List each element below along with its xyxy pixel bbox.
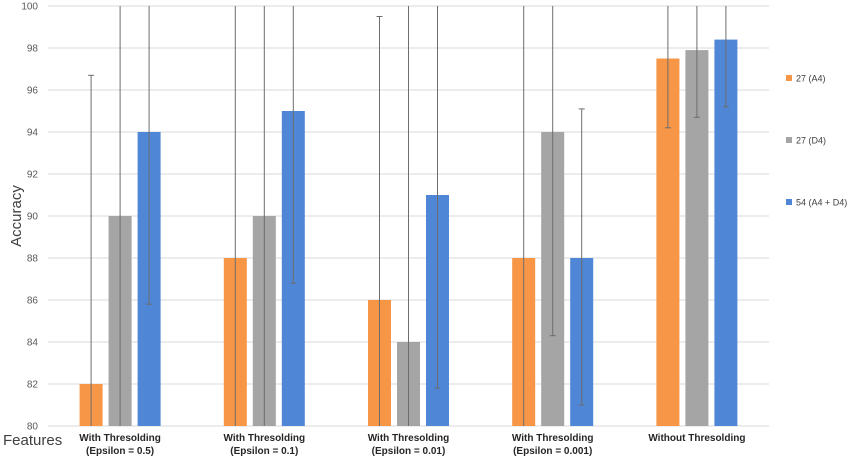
x-category-label: With Thresolding (Epsilon = 0.5) bbox=[79, 433, 161, 457]
y-tick-label: 88 bbox=[27, 254, 39, 265]
legend: 27 (A4) 27 (D4) 54 (A4 + D4) bbox=[786, 74, 847, 208]
y-axis-ticks: 80 82 84 86 88 90 92 94 96 98 100 bbox=[21, 2, 38, 433]
y-tick-label: 86 bbox=[27, 296, 39, 307]
x-category-label-line: With Thresolding bbox=[224, 433, 306, 444]
error-bars bbox=[88, 6, 729, 426]
legend-label: 27 (A4) bbox=[796, 74, 826, 84]
bar bbox=[685, 50, 709, 426]
x-category-label: With Thresolding (Epsilon = 0.001) bbox=[512, 433, 594, 457]
x-category-label-line: With Thresolding bbox=[79, 433, 161, 444]
legend-swatch bbox=[786, 75, 792, 81]
bar bbox=[656, 58, 680, 426]
x-category-label-line: (Epsilon = 0.01) bbox=[372, 446, 446, 457]
x-category-label-line: (Epsilon = 0.1) bbox=[230, 446, 298, 457]
x-category-label: Without Thresolding bbox=[648, 433, 745, 444]
y-tick-label: 98 bbox=[27, 44, 39, 55]
x-category-label: With Thresolding (Epsilon = 0.1) bbox=[224, 433, 306, 457]
y-axis-label: Accuracy bbox=[8, 185, 25, 247]
y-tick-label: 80 bbox=[27, 422, 39, 433]
legend-label: 54 (A4 + D4) bbox=[796, 198, 847, 208]
x-category-label-line: Without Thresolding bbox=[648, 433, 745, 444]
bar bbox=[714, 39, 738, 426]
legend-swatch bbox=[786, 199, 792, 205]
y-tick-label: 90 bbox=[27, 212, 39, 223]
y-tick-label: 96 bbox=[27, 86, 39, 97]
y-tick-label: 92 bbox=[27, 170, 39, 181]
legend-label: 27 (D4) bbox=[796, 136, 826, 146]
x-axis-label: Features bbox=[3, 432, 62, 449]
y-tick-label: 100 bbox=[21, 2, 38, 13]
x-category-label: With Thresolding (Epsilon = 0.01) bbox=[368, 433, 450, 457]
y-tick-label: 84 bbox=[27, 338, 39, 349]
x-category-label-line: With Thresolding bbox=[368, 433, 450, 444]
x-category-label-line: (Epsilon = 0.001) bbox=[513, 446, 592, 457]
legend-swatch bbox=[786, 137, 792, 143]
y-tick-label: 82 bbox=[27, 380, 39, 391]
x-axis-categories: With Thresolding (Epsilon = 0.5)With Thre… bbox=[79, 433, 745, 457]
y-tick-label: 94 bbox=[27, 128, 39, 139]
x-category-label-line: (Epsilon = 0.5) bbox=[86, 446, 154, 457]
x-category-label-line: With Thresolding bbox=[512, 433, 594, 444]
